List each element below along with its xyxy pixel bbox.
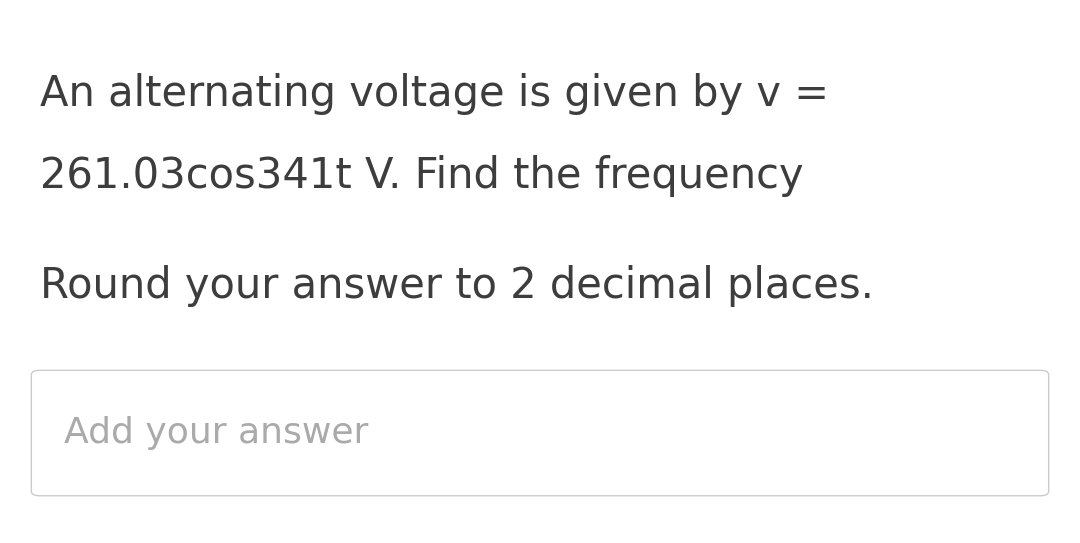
FancyBboxPatch shape (31, 370, 1049, 496)
Text: Round your answer to 2 decimal places.: Round your answer to 2 decimal places. (40, 265, 874, 307)
Text: 261.03cos341t V. Find the frequency: 261.03cos341t V. Find the frequency (40, 155, 804, 197)
Text: An alternating voltage is given by v =: An alternating voltage is given by v = (40, 73, 829, 115)
Text: Add your answer: Add your answer (64, 416, 368, 450)
